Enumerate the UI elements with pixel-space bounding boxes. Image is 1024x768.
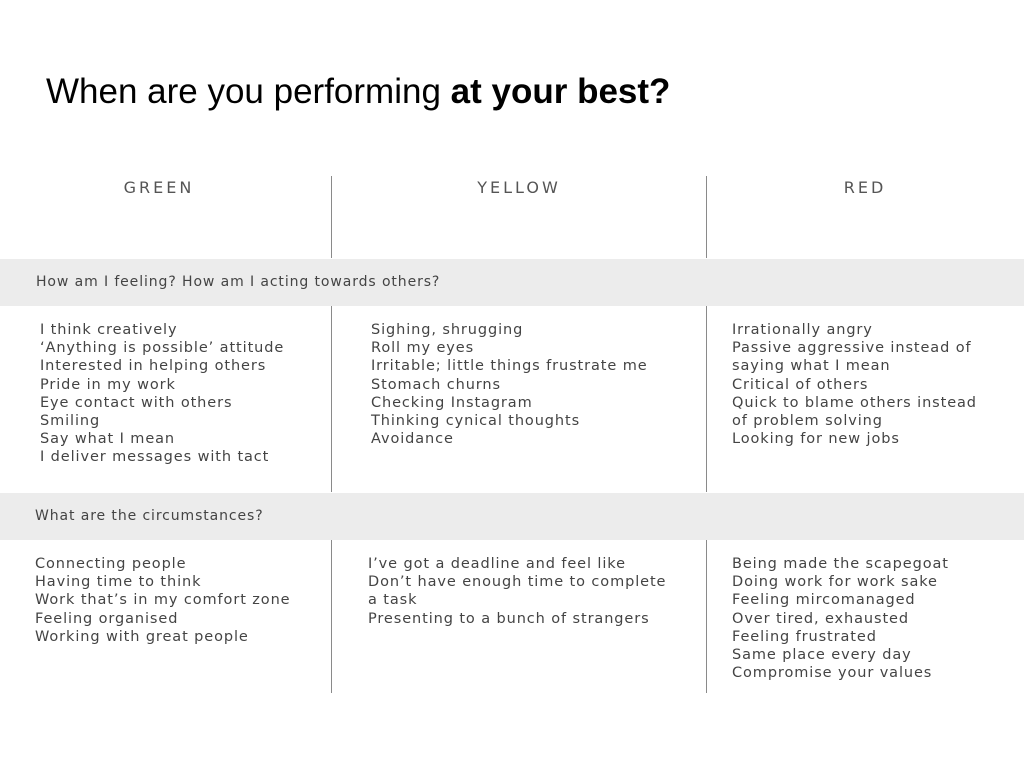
column-header-green: GREEN [123,178,195,197]
list-item: I’ve got a deadline and feel like [368,556,626,572]
list-item: Eye contact with others [40,394,233,411]
list-item: Having time to think [35,574,202,591]
divider-header-2 [706,176,707,258]
list-item: Presenting to a bunch of strangers [368,610,650,627]
list-green-circumstances: Connecting people Having time to think Wor… [35,555,290,646]
list-item: of problem solving [732,413,883,430]
list-item: Looking for new jobs [732,431,900,448]
list-item: Over tired, exhausted [732,610,909,627]
list-item: Feeling organised [35,610,179,627]
list-item: Compromise your values [732,665,933,682]
list-item: Doing work for work sake [732,574,938,591]
list-item: Work that’s in my comfort zone [35,592,291,609]
divider-section2-1 [331,540,332,693]
list-item: Working with great people [35,628,249,645]
list-item: saying what I mean [732,358,891,375]
list-item: Say what I mean [40,431,176,448]
list-item: Stomach churns [371,376,501,393]
list-green-feelings: I think creatively ‘Anything is possible’… [40,321,284,467]
title-prefix: When are you performing [46,72,441,111]
list-item: Being made the scapegoat [732,556,949,572]
list-item: I deliver messages with tact [40,449,270,466]
list-item: Checking Instagram [371,394,533,411]
list-item: Quick to blame others instead [732,394,977,411]
column-header-red: RED [843,178,887,197]
column-header-yellow: YELLOW [477,178,561,197]
list-item: Feeling frustrated [732,628,877,645]
section-heading: What are the circumstances? [35,508,264,524]
divider-section1-2 [706,306,707,492]
list-yellow-feelings: Sighing, shrugging Roll my eyes Irritable;… [371,321,648,448]
list-item: Critical of others [732,376,869,393]
list-item: ‘Anything is possible’ attitude [40,340,285,357]
list-item: Thinking cynical thoughts [371,413,581,430]
title-bold: at your best? [450,72,671,111]
list-item: Irritable; little things frustrate me [371,358,648,375]
section-band-circumstances: What are the circumstances? [0,493,1024,540]
divider-section2-2 [706,540,707,693]
divider-section1-1 [331,306,332,492]
list-item: Sighing, shrugging [371,322,524,338]
list-item: Pride in my work [40,376,176,393]
list-item: Roll my eyes [371,340,475,357]
list-item: Smiling [40,413,101,430]
list-item: Don’t have enough time to complete [368,574,667,591]
section-band-feelings: How am I feeling? How am I acting toward… [0,259,1024,306]
list-yellow-circumstances: I’ve got a deadline and feel like Don’t h… [368,555,666,628]
list-red-circumstances: Being made the scapegoat Doing work for w… [732,555,949,682]
list-item: Same place every day [732,647,912,664]
list-item: a task [368,592,418,609]
list-item: Irrationally angry [732,322,873,338]
list-item: Feeling mircomanaged [732,592,916,609]
page-title: When are you performing at your best? [46,72,670,112]
list-item: Connecting people [35,556,187,572]
list-red-feelings: Irrationally angry Passive aggressive ins… [732,321,977,448]
list-item: Passive aggressive instead of [732,340,972,357]
list-item: I think creatively [40,322,178,338]
list-item: Interested in helping others [40,358,267,375]
section-heading: How am I feeling? How am I acting toward… [36,274,441,290]
divider-header-1 [331,176,332,258]
list-item: Avoidance [371,431,454,448]
